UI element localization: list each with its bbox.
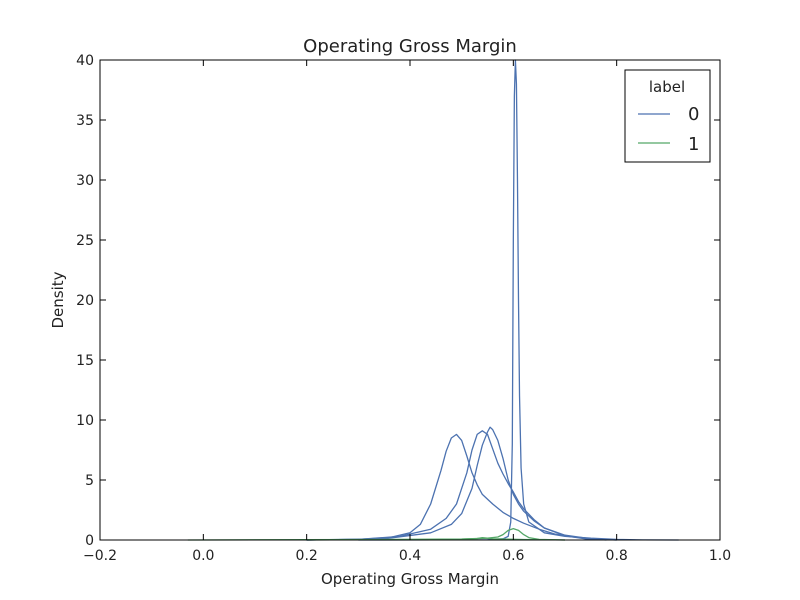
x-tick-label: 0.6 bbox=[502, 548, 524, 564]
y-axis-label: Density bbox=[49, 271, 67, 328]
y-tick-label: 25 bbox=[76, 233, 94, 249]
series-layer bbox=[187, 59, 679, 541]
y-tick-label: 20 bbox=[76, 293, 94, 309]
x-tick-label: 0.0 bbox=[192, 548, 214, 564]
x-tick-label: 0.4 bbox=[399, 548, 421, 564]
y-tick-label: 40 bbox=[76, 53, 94, 69]
series-line-2-label-0 bbox=[306, 426, 617, 541]
series-line-3-label-0 bbox=[358, 59, 679, 541]
legend-title: label bbox=[649, 78, 685, 96]
y-tick-label: 0 bbox=[85, 533, 94, 549]
x-axis: −0.2 0.0 0.2 0.4 0.6 0.8 1.0 bbox=[83, 60, 731, 564]
x-tick-label: −0.2 bbox=[83, 548, 117, 564]
legend-box bbox=[624, 69, 711, 163]
x-axis-label: Operating Gross Margin bbox=[321, 570, 499, 588]
x-tick-label: 0.8 bbox=[606, 548, 628, 564]
y-tick-label: 10 bbox=[76, 413, 94, 429]
y-tick-label: 5 bbox=[85, 473, 94, 489]
y-tick-label: 30 bbox=[76, 173, 94, 189]
x-tick-label: 0.2 bbox=[296, 548, 318, 564]
legend-label-1: 1 bbox=[688, 134, 699, 155]
y-tick-label: 35 bbox=[76, 113, 94, 129]
series-line-0-label-0 bbox=[306, 433, 617, 541]
y-tick-label: 15 bbox=[76, 353, 94, 369]
legend-label-0: 0 bbox=[688, 104, 699, 125]
series-line-1-label-0 bbox=[306, 430, 607, 541]
chart-title: Operating Gross Margin bbox=[303, 36, 517, 57]
x-tick-label: 1.0 bbox=[709, 548, 731, 564]
legend: label 0 1 bbox=[624, 69, 711, 163]
